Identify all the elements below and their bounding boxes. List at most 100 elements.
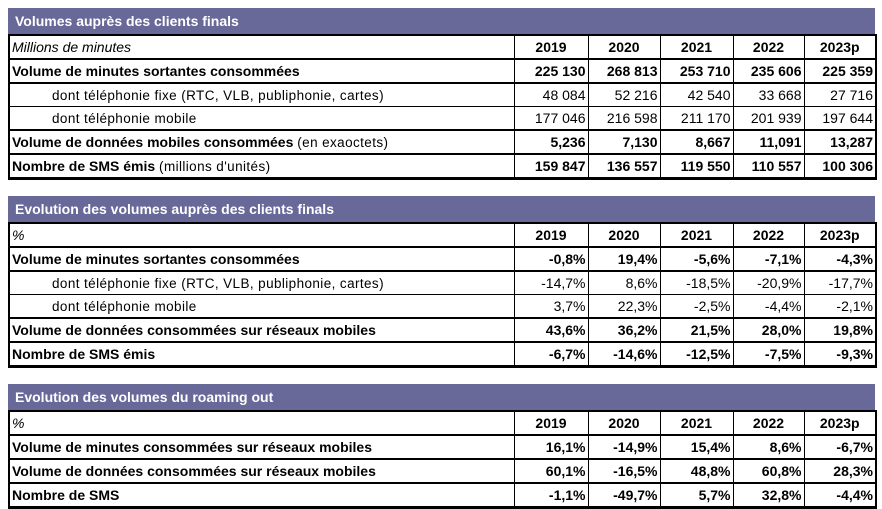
row-label: Volume de données mobiles consommées [12, 134, 294, 150]
row-value-cell: -4,4% [803, 482, 877, 508]
table-title: Evolution des volumes du roaming out [15, 389, 274, 405]
table-row: Volume de minutes sortantes consommées -… [8, 246, 877, 272]
row-label: Volume de données consommées sur réseaux… [12, 322, 376, 338]
row-value-cell: 8,667 [659, 129, 734, 155]
row-value-cell: -17,7% [803, 270, 877, 295]
row-value-cell: 211 170 [659, 106, 734, 131]
row-label-cell: Volume de minutes consommées sur réseaux… [8, 434, 515, 460]
row-value-cell: 119 550 [659, 153, 734, 179]
row-value-cell: -5,6% [659, 246, 734, 272]
row-value-cell: 8,6% [732, 434, 805, 460]
row-value-cell: 16,1% [513, 434, 589, 460]
row-value-cell: 216 598 [587, 106, 661, 131]
year-header: 2023p [803, 34, 877, 60]
row-value-cell: 21,5% [659, 317, 734, 343]
row-label-cell: Volume de données consommées sur réseaux… [8, 317, 515, 343]
table-row: Volume de données consommées sur réseaux… [8, 317, 877, 343]
row-value-cell: -16,5% [587, 458, 661, 484]
row-value-cell: 19,4% [587, 246, 661, 272]
header-row: % 2019 2020 2021 2022 2023p [8, 222, 877, 248]
row-value-cell: 159 847 [513, 153, 589, 179]
year-header: 2020 [587, 410, 661, 436]
table-title-bar: Volumes auprès des clients finals [8, 8, 875, 34]
row-value-cell: 5,236 [513, 129, 589, 155]
year-header: 2021 [659, 222, 734, 248]
year-header: 2023p [803, 410, 877, 436]
row-value-cell: 8,6% [587, 270, 661, 295]
year-header: 2021 [659, 410, 734, 436]
row-value-cell: 19,8% [803, 317, 877, 343]
row-value-cell: 60,8% [732, 458, 805, 484]
unit-label: % [8, 222, 515, 248]
row-value-cell: 60,1% [513, 458, 589, 484]
row-value-cell: 5,7% [659, 482, 734, 508]
row-value-cell: 33 668 [732, 82, 805, 107]
table-row: Volume de minutes sortantes consommées 2… [8, 58, 877, 84]
row-value-cell: 27 716 [803, 82, 877, 107]
row-label: Nombre de SMS émis [12, 346, 156, 362]
year-header: 2022 [732, 222, 805, 248]
row-value-cell: 197 644 [803, 106, 877, 131]
table-row: dont téléphonie mobile 3,7% 22,3% -2,5% … [8, 294, 877, 319]
row-value-cell: 22,3% [587, 294, 661, 319]
year-header: 2023p [803, 222, 877, 248]
header-row: Millions de minutes 2019 2020 2021 2022 … [8, 34, 877, 60]
row-value-cell: -49,7% [587, 482, 661, 508]
table-row: Nombre de SMS émis (millions d'unités) 1… [8, 153, 877, 179]
row-label-cell: dont téléphonie mobile [8, 294, 515, 319]
row-value-cell: 177 046 [513, 106, 589, 131]
year-header: 2019 [513, 410, 589, 436]
data-table: % 2019 2020 2021 2022 2023p Volume de mi… [8, 222, 877, 368]
table-title-bar: Evolution des volumes auprès des clients… [8, 196, 875, 222]
table-row: dont téléphonie mobile 177 046 216 598 2… [8, 106, 877, 131]
row-label-note: (millions d'unités) [159, 159, 271, 174]
table-row: Volume de données mobiles consommées (en… [8, 129, 877, 155]
row-value-cell: -6,7% [513, 341, 589, 367]
row-label-note: (en exaoctets) [297, 135, 389, 150]
row-label: Volume de données consommées sur réseaux… [12, 463, 376, 479]
row-value-cell: 48,8% [659, 458, 734, 484]
table-title: Evolution des volumes auprès des clients… [15, 201, 334, 217]
table-row: dont téléphonie fixe (RTC, VLB, publipho… [8, 270, 877, 295]
table-volumes-clients-finals: Volumes auprès des clients finals Millio… [8, 8, 877, 180]
row-label-cell: Nombre de SMS émis [8, 341, 515, 367]
row-label: Nombre de SMS émis [12, 158, 156, 174]
row-value-cell: -4,4% [732, 294, 805, 319]
row-label-cell: Nombre de SMS [8, 482, 515, 508]
row-value-cell: 36,2% [587, 317, 661, 343]
table-title: Volumes auprès des clients finals [15, 13, 239, 29]
table-row: Volume de données consommées sur réseaux… [8, 458, 877, 484]
row-value-cell: -9,3% [803, 341, 877, 367]
data-table: % 2019 2020 2021 2022 2023p Volume de mi… [8, 410, 877, 509]
row-label-cell: Volume de données mobiles consommées (en… [8, 129, 515, 155]
row-label-cell: Volume de données consommées sur réseaux… [8, 458, 515, 484]
year-header: 2020 [587, 222, 661, 248]
row-value-cell: 15,4% [659, 434, 734, 460]
table-title-bar: Evolution des volumes du roaming out [8, 384, 875, 410]
row-value-cell: 268 813 [587, 58, 661, 84]
row-label-cell: dont téléphonie fixe (RTC, VLB, publipho… [8, 82, 515, 107]
table-evolution-volumes-roaming-out: Evolution des volumes du roaming out % 2… [8, 384, 877, 509]
unit-label: Millions de minutes [8, 34, 515, 60]
row-label-cell: Nombre de SMS émis (millions d'unités) [8, 153, 515, 179]
row-label-cell: dont téléphonie mobile [8, 106, 515, 131]
year-header: 2022 [732, 34, 805, 60]
row-value-cell: 136 557 [587, 153, 661, 179]
row-label: dont téléphonie fixe (RTC, VLB, publipho… [52, 87, 384, 103]
table-row: Nombre de SMS émis -6,7% -14,6% -12,5% -… [8, 341, 877, 367]
row-value-cell: 32,8% [732, 482, 805, 508]
row-value-cell: -12,5% [659, 341, 734, 367]
year-header: 2020 [587, 34, 661, 60]
row-value-cell: 225 359 [803, 58, 877, 84]
row-value-cell: 110 557 [732, 153, 805, 179]
row-label: dont téléphonie fixe (RTC, VLB, publipho… [52, 275, 384, 291]
row-value-cell: 28,3% [803, 458, 877, 484]
row-value-cell: 235 606 [732, 58, 805, 84]
row-value-cell: 13,287 [803, 129, 877, 155]
row-value-cell: 225 130 [513, 58, 589, 84]
row-label: Volume de minutes sortantes consommées [12, 251, 300, 267]
row-value-cell: -14,9% [587, 434, 661, 460]
unit-label: % [8, 410, 515, 436]
row-value-cell: 42 540 [659, 82, 734, 107]
